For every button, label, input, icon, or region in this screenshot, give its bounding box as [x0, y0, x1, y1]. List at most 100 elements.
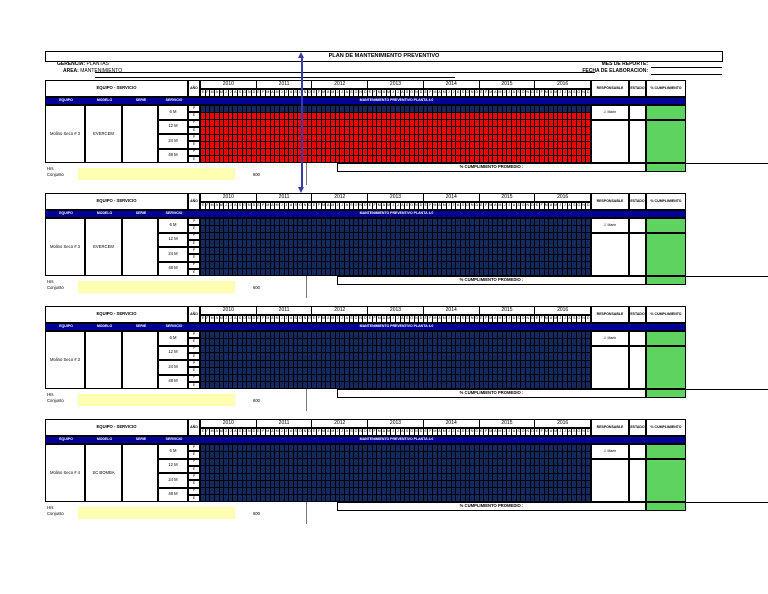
hrs-input-bar[interactable]: [78, 281, 235, 293]
month-cell: J: [507, 316, 512, 322]
grid-cell: [498, 134, 502, 141]
grid-cell: [391, 360, 395, 367]
grid-cell: [326, 148, 330, 155]
month-cell: F: [261, 316, 265, 322]
grid-cell: [265, 240, 270, 247]
month-cell: E: [423, 203, 428, 209]
grid-cell: [219, 445, 224, 452]
grid-cell: [256, 459, 261, 466]
grid-cell: [512, 494, 516, 501]
grid-cell: [567, 452, 572, 459]
grid-cell: [335, 148, 340, 155]
grid-cell: [507, 120, 512, 127]
grid-cell: [423, 487, 428, 494]
month-cell: S: [349, 429, 354, 435]
estado-cell-empty: [629, 458, 646, 502]
grid-cell: [414, 127, 419, 134]
grid-cell: [502, 254, 507, 261]
month-cell: A: [567, 203, 572, 209]
grid-cell: [261, 452, 265, 459]
grid-cell: [447, 155, 451, 162]
estado-header: ESTADO: [629, 419, 646, 436]
grid-cell: [242, 261, 247, 268]
grid-cell: [214, 261, 219, 268]
grid-cell: [317, 473, 321, 480]
grid-cell: [419, 226, 423, 233]
grid-cell: [498, 381, 502, 388]
grid-cell: [535, 459, 539, 466]
grid-cell: [358, 219, 363, 226]
grid-cell: [256, 127, 261, 134]
grid-cell: [433, 339, 437, 346]
grid-cell: [539, 261, 544, 268]
grid-cell: [386, 155, 391, 162]
grid-cell: [549, 445, 553, 452]
grid-cell: [349, 494, 354, 501]
grid-cell: [284, 233, 289, 240]
grid-cell: [493, 381, 498, 388]
grid-cell: [265, 127, 270, 134]
grid-cell: [474, 473, 479, 480]
grid-cell: [335, 113, 340, 120]
grid-cell: [423, 353, 428, 360]
month-cell: E: [479, 90, 484, 96]
grid-cell: [414, 120, 419, 127]
grid-cell: [493, 106, 498, 113]
grid-cell: [567, 381, 572, 388]
grid-cell: [400, 134, 405, 141]
grid-cell: [275, 141, 279, 148]
grid-cell: [317, 339, 321, 346]
grid-cell: [210, 261, 214, 268]
grid-cell: [293, 226, 298, 233]
hrs-input-bar[interactable]: [78, 168, 235, 180]
grid-cell: [516, 113, 521, 120]
grid-cell: [363, 494, 368, 501]
grid-cell: [252, 127, 256, 134]
grid-cell: [363, 367, 368, 374]
grid-cell: [423, 127, 428, 134]
subrow-label-cell: P: [188, 148, 200, 156]
grid-cell: [247, 219, 252, 226]
grid-cell: [521, 480, 525, 487]
hrs-input-bar[interactable]: [78, 394, 235, 406]
grid-cell: [219, 332, 224, 339]
month-cell: D: [307, 203, 312, 209]
grid-cell: [275, 332, 279, 339]
month-cell: N: [525, 429, 530, 435]
grid-cell: [433, 494, 437, 501]
grid-cell: [423, 473, 428, 480]
grid-cell: [521, 219, 525, 226]
month-cell: F: [484, 203, 488, 209]
grid-cell: [428, 254, 433, 261]
estado-header: ESTADO: [629, 306, 646, 323]
grid-cell: [247, 226, 252, 233]
grid-cell: [242, 487, 247, 494]
grid-cell: [293, 219, 298, 226]
grid-cell: [395, 141, 400, 148]
subrow-label-cell: P: [188, 247, 200, 255]
grid-cell: [530, 219, 535, 226]
band-row: EQUIPO MODELO SERIE SERVICIO MANTENIMIENTO P…: [45, 323, 686, 331]
grid-cell: [409, 226, 414, 233]
grid-cell: [368, 459, 372, 466]
grid-cell: [284, 261, 289, 268]
hrs-input-bar[interactable]: [78, 507, 235, 519]
grid-cell: [233, 466, 238, 473]
grid-cell: [525, 254, 530, 261]
grid-cell: [340, 141, 344, 148]
grid-cell: [307, 466, 312, 473]
grid-cell: [335, 247, 340, 254]
grid-cell: [437, 339, 442, 346]
grid-cell: [335, 452, 340, 459]
grid-cell: [354, 219, 358, 226]
grid-cell: [279, 346, 284, 353]
grid-cell: [372, 445, 377, 452]
grid-cell: [428, 346, 433, 353]
month-cell: O: [465, 90, 470, 96]
grid-cell: [525, 353, 530, 360]
grid-cell: [447, 127, 451, 134]
grid-cell: [368, 360, 372, 367]
grid-cell: [358, 261, 363, 268]
month-cell: M: [544, 316, 549, 322]
grid-cell: [261, 353, 265, 360]
